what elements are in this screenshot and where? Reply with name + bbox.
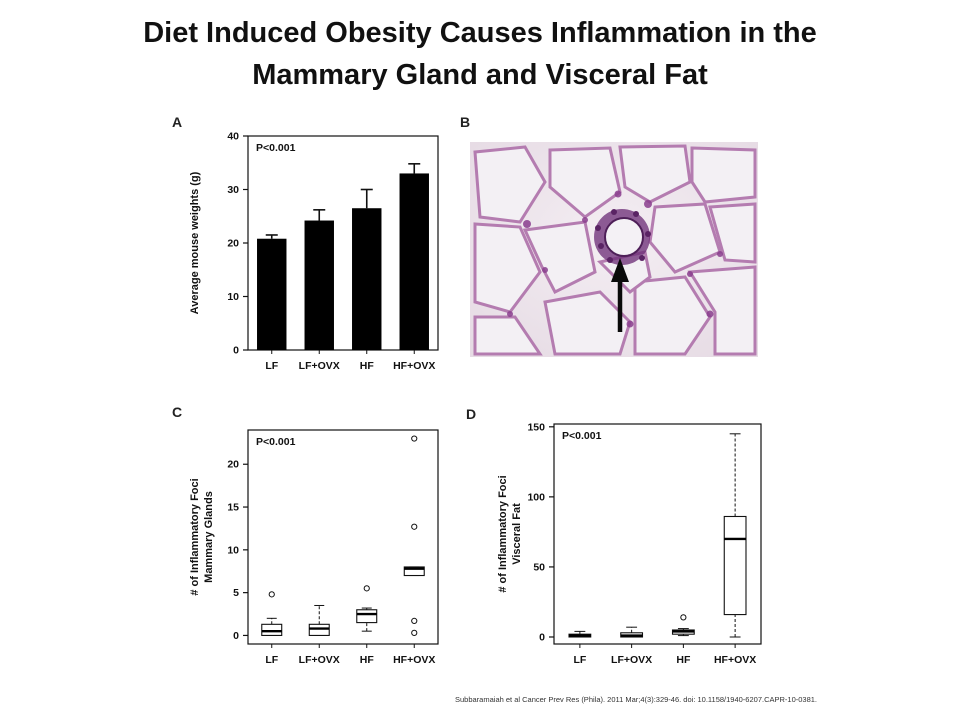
box [261, 623, 283, 636]
y-tick-label: 5 [233, 587, 239, 599]
slide-title-line-1: Diet Induced Obesity Causes Inflammation… [143, 17, 817, 49]
y-tick-label: 50 [533, 561, 545, 573]
x-tick-label: LF [265, 360, 278, 372]
y-tick-label: 100 [527, 491, 545, 503]
box [308, 623, 330, 636]
plot-frame [247, 429, 439, 645]
p-value-annotation: P<0.001 [562, 430, 602, 442]
y-tick-label: 10 [227, 544, 239, 556]
panel-label-c: C [172, 404, 183, 420]
y-tick-label: 150 [527, 421, 545, 433]
x-tick-label: HF+OVX [393, 360, 435, 372]
p-value-annotation: P<0.001 [256, 436, 296, 448]
outlier-point [411, 435, 418, 442]
bar [257, 238, 287, 350]
x-tick-label: HF [360, 654, 375, 666]
x-tick-label: HF [360, 360, 375, 372]
y-axis-label: Average mouse weights (g) [189, 171, 201, 314]
outlier-point [411, 523, 418, 530]
histology-image [470, 142, 758, 357]
slide-title: Diet Induced Obesity Causes Inflammation… [0, 12, 960, 96]
plot-frame [553, 423, 762, 645]
x-tick-label: HF+OVX [393, 654, 435, 666]
bar [399, 173, 429, 350]
y-tick-label: 15 [227, 502, 239, 514]
box [356, 609, 378, 624]
panel-label-d: D [466, 406, 477, 422]
box [403, 566, 425, 577]
outlier-point [411, 617, 418, 624]
box [723, 515, 747, 616]
y-tick-label: 20 [227, 238, 239, 250]
x-tick-label: LF+OVX [611, 654, 652, 666]
bar [352, 208, 382, 350]
y-tick-label: 0 [233, 345, 239, 357]
chart-a-mouse-weights: 0 10 20 30 40 LF LF+OVX HF HF+OVX P<0.001 Average … [189, 131, 439, 372]
outlier-point [268, 591, 275, 598]
panel-label-a: A [172, 114, 183, 130]
x-tick-label: LF+OVX [299, 654, 340, 666]
x-tick-label: HF [676, 654, 691, 666]
y-tick-label: 30 [227, 184, 239, 196]
y-tick-label: 10 [227, 291, 239, 303]
y-axis-label: # of Inflammatory Foci [497, 475, 509, 592]
y-tick-label: 20 [227, 459, 239, 471]
x-tick-label: LF+OVX [299, 360, 340, 372]
y-tick-label: 0 [233, 630, 239, 642]
y-axis-label: # of Inflammatory Foci [189, 478, 201, 595]
slide-title-line-2: Mammary Gland and Visceral Fat [252, 59, 708, 91]
chart-d-visceral-foci: 0 50 100 150 LF LF+OVX HF HF+OVX P<0.001 # of Inf… [497, 421, 762, 666]
bar [304, 220, 334, 350]
y-axis-label: Mammary Glands [203, 491, 215, 583]
x-tick-label: LF [265, 654, 278, 666]
y-axis-label: Visceral Fat [511, 503, 523, 565]
outlier-point [680, 614, 687, 621]
panel-label-b: B [460, 114, 471, 130]
y-tick-label: 40 [227, 131, 239, 143]
outlier-point [411, 629, 418, 636]
x-tick-label: HF+OVX [714, 654, 756, 666]
p-value-annotation: P<0.001 [256, 142, 296, 154]
outlier-point [363, 585, 370, 592]
x-tick-label: LF [573, 654, 586, 666]
y-tick-label: 0 [539, 631, 545, 643]
chart-c-mammary-foci: 0 5 10 15 20 LF LF+OVX HF HF+OVX P<0.001 # of Infl… [189, 429, 439, 666]
citation: Subbaramaiah et al Cancer Prev Res (Phil… [455, 695, 818, 704]
